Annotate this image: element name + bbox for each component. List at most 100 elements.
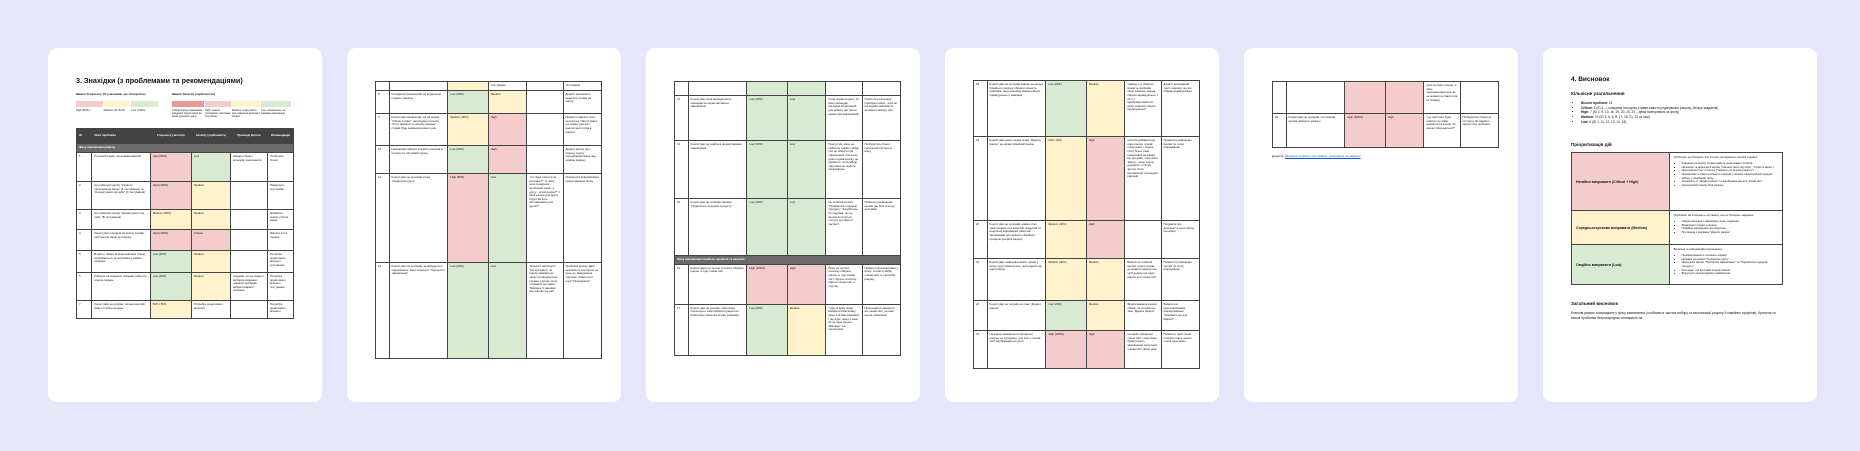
cell-recommendation <box>861 81 902 96</box>
cell-quote: дати в різних членах, а якісь перемальов… <box>1423 81 1461 114</box>
cell-frequency: Medium (40%) <box>447 113 489 146</box>
page-thumbnail-4[interactable]: 18 Користувач не зрозумів навіщо на екра… <box>945 48 1219 402</box>
cell-quote: Не побачив кнопки "Подивитись подорож пр… <box>825 198 863 256</box>
column-header: Опис проблеми <box>91 128 151 145</box>
cell-recommendation: Поміняти розміщення кнопки по логіці фор… <box>1160 136 1201 221</box>
cell-quote: Йому не логічно спочатку обирати раціон,… <box>825 263 863 305</box>
page-thumbnail-2[interactable]: тестування тестування 8 Складнощі (немож… <box>347 48 621 402</box>
page-thumbnail-6[interactable]: 4. Висновок Кількісне узагальнення Всьог… <box>1543 48 1817 402</box>
summary-item: Low: 6 (ID 1, 11, 12, 13, 14, 15) <box>1581 120 1783 125</box>
cell-desc: Користувач не розуміє що таке "Додати ра… <box>986 300 1047 331</box>
table-row: 24 Користувач не зрозумів, що означає кн… <box>1272 113 1500 148</box>
cell-quote <box>230 208 268 230</box>
appendix-link[interactable]: Детальні нотатки з тестування, розкладен… <box>1285 154 1361 158</box>
cell-frequency: Low (20%) <box>1045 300 1087 331</box>
swatch-high <box>76 100 103 107</box>
cell-frequency: Medium (40%) <box>1045 220 1087 259</box>
cell-recommendation: Поміняти розміщення кнопки (не біля стат… <box>861 198 902 256</box>
table-row: 8 Складнощі (неможливість) видалення стр… <box>375 90 603 114</box>
cell-frequency: High (100%) <box>746 263 788 305</box>
cell-recommendation: Змінити на персоналізоване формулювання … <box>1160 300 1201 331</box>
cell-severity: Medium <box>1085 258 1126 301</box>
scale-label: Critical блокує виконання завдання (кори… <box>172 108 203 119</box>
general-conclusion-heading: Загальний висновок <box>1571 301 1618 307</box>
findings-table: дати в різних членах, а якісь перемальов… <box>1272 81 1500 148</box>
column-header: Severity (серйозність) <box>190 128 232 145</box>
cell-frequency: Medium (50%) <box>149 208 193 230</box>
cell-id: 11 <box>375 173 390 263</box>
scale-label: High (60%+) <box>76 108 91 112</box>
priority-description: Візуальні та інформаційні покращення: Пе… <box>1668 244 1784 286</box>
cell-id <box>1272 81 1287 114</box>
cell-frequency: Low (20%) <box>746 95 788 141</box>
priority-row-low: Опційно виправити (Low) Візуальні та інф… <box>1571 244 1784 286</box>
cell-severity: Low <box>786 140 827 199</box>
cell-frequency: High (100%) <box>149 180 193 210</box>
priority-row-medium: Середньостроково виправити (Medium) Проб… <box>1571 210 1784 246</box>
table-row: 2 Не побачили кнопку "Скласти персональн… <box>75 180 295 210</box>
priority-item: Неможливість змінити кількість раціонів … <box>1682 173 1778 180</box>
table-row: 23 На екрані замовленого активного раціо… <box>973 330 1201 369</box>
cell-id: 3 <box>75 208 93 230</box>
table-row: 20 Користувач не зрозумів, навіщо його з… <box>973 220 1201 259</box>
cell-id: 24 <box>1272 113 1287 148</box>
priority-item: Перевантаженість головного екрану. <box>1682 254 1778 258</box>
swatch-low <box>261 100 291 107</box>
cell-id <box>674 81 689 96</box>
priority-row-critical-high: Негайно виправити (Critical + High) Проб… <box>1571 152 1784 212</box>
cell-desc: Користувачі клацали на картку страви, що… <box>91 228 151 251</box>
table-row: тестування тестування <box>375 81 603 91</box>
swatch-medium <box>232 100 260 107</box>
cell-frequency: Medium (40%) <box>1045 258 1087 301</box>
page-thumbnail-3[interactable]: 13 Користувач хотів відредагувати календ… <box>646 48 920 402</box>
table-row: 10 Неможливо змінити кількість раціонів … <box>375 145 603 174</box>
priority-label: Опційно виправити (Low) <box>1571 244 1670 286</box>
cell-frequency: Low (20%) <box>149 249 193 273</box>
cell-quote <box>230 249 268 273</box>
cell-id: 4 <box>75 228 93 251</box>
cell-severity: High <box>487 145 528 174</box>
cell-desc: Не побачили кнопку "Налаштувати під себе… <box>91 208 151 230</box>
page-thumbnail-1[interactable]: 3. Знахідки (з проблемами та рекомендаці… <box>48 48 322 402</box>
cell-quote: Взагалі не побачив кнопки і довго шукав,… <box>1124 258 1162 301</box>
page-thumbnail-5[interactable]: дати в різних членах, а якісь перемальов… <box>1244 48 1518 402</box>
cell-desc <box>388 81 449 91</box>
cell-frequency <box>746 81 788 96</box>
cell-quote: Формулювання кнопки обмеж, не розуміє що… <box>1124 300 1162 331</box>
cell-quote <box>526 90 564 114</box>
priority-label: Негайно виправити (Critical + High) <box>1571 152 1670 212</box>
cell-frequency: Low (20%) <box>746 303 788 356</box>
cell-desc: Користувач довго шукав опцію "Додати рац… <box>986 136 1047 221</box>
cell-recommendation: Прибрати кнопку. Дати можливість повтори… <box>562 262 603 359</box>
cell-frequency: Low (20%) <box>746 140 788 199</box>
cell-frequency <box>447 81 489 91</box>
cell-desc: Головний екран: перенавантажений <box>91 151 151 182</box>
cell-recommendation: Поміняти, щоб члени обирали лише одного … <box>1160 330 1201 369</box>
swatch-low <box>131 100 159 107</box>
cell-severity <box>1384 81 1425 114</box>
summary-item: Medium: 10 (ID 3, 5, 6, 8, 17, 18, 21, 2… <box>1581 115 1783 120</box>
cell-desc: Неможливо змінити кількість раціонів в к… <box>388 145 449 174</box>
cell-id: 17 <box>674 303 689 356</box>
cell-severity: Low <box>786 95 827 141</box>
cell-severity: High <box>1085 136 1126 221</box>
swatch-medium <box>103 100 131 107</box>
cell-severity: Потребує додаткового вільного <box>190 299 232 319</box>
cell-id: 12 <box>375 262 390 359</box>
summary-list: Всього проблем: 24 Critical: 1 (ID 4 — к… <box>1581 101 1783 124</box>
cell-quote: "Боюся б натиснути" "Не зрозуміло, чи ра… <box>526 262 564 359</box>
cell-recommendation: Потребує додаткового вільного <box>266 299 295 319</box>
cell-recommendation: Спростити календар (прибрати виділ., щоб… <box>861 95 902 141</box>
cell-quote: подумав, що це екран з вибором снідання … <box>230 271 268 301</box>
table-row: 21 Користувач знайшов кнопки і шукав у ф… <box>973 258 1201 301</box>
cell-desc: Користувач впевнений, що на екрані "Обер… <box>388 113 449 146</box>
appendix-label: Додаток: <box>1272 154 1285 158</box>
scale-label: Low (<20%) <box>131 108 146 112</box>
cell-id: 6 <box>75 271 93 301</box>
cell-id: 5 <box>75 249 93 273</box>
cell-severity: High <box>1085 220 1126 259</box>
cell-quote: "хто буде платити за доставку?" "А чому … <box>526 173 564 263</box>
priority-item: Нерозумілий текст галочок ("замінити по … <box>1682 169 1778 173</box>
cell-quote: "чому й йому знову вибирати Рожсолану, я… <box>825 303 863 356</box>
cell-recommendation: тестування <box>562 81 603 91</box>
